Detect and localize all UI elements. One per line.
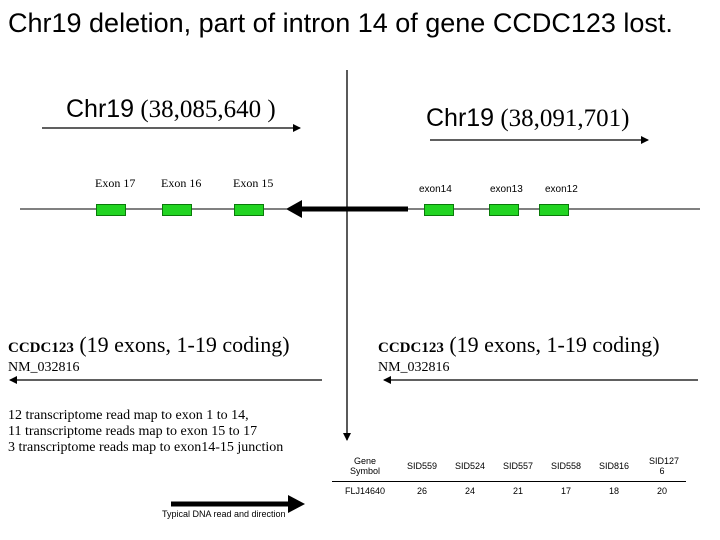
left-gene-accession: NM_032816 bbox=[8, 360, 80, 375]
table-cell: 17 bbox=[560, 486, 571, 496]
right-breakpoint-label: Chr19 (38,091,701) bbox=[426, 104, 630, 133]
left-gene-label: CCDC123 (19 exons, 1-19 coding) bbox=[8, 332, 290, 358]
transcriptome-notes: 12 transcriptome read map to exon 1 to 1… bbox=[8, 408, 283, 456]
table-header-cell: SID558 bbox=[542, 450, 590, 482]
right-gene-accession: NM_032816 bbox=[378, 360, 450, 375]
right-breakpoint-chr: Chr19 bbox=[426, 104, 495, 132]
table-cell: 24 bbox=[464, 486, 475, 496]
right-gene-detail: (19 exons, 1-19 coding) bbox=[449, 332, 660, 357]
table-cell: 20 bbox=[656, 486, 667, 496]
exon-label: exon12 bbox=[545, 184, 578, 195]
legend-caption: Typical DNA read and direction bbox=[162, 509, 286, 519]
exon-box-14 bbox=[424, 204, 454, 216]
table-cell: FLJ14640 bbox=[344, 486, 386, 496]
exon-box-13 bbox=[489, 204, 519, 216]
exon-label: exon14 bbox=[419, 184, 452, 195]
table-cell: 26 bbox=[416, 486, 427, 496]
left-gene-name: CCDC123 bbox=[8, 340, 74, 356]
table-cell: 18 bbox=[608, 486, 619, 496]
table-header-row: Gene Symbol SID559 SID524 SID557 SID558 … bbox=[332, 450, 686, 482]
right-gene-label: CCDC123 (19 exons, 1-19 coding) bbox=[378, 332, 660, 358]
right-breakpoint-coord: (38,091,701) bbox=[500, 105, 630, 132]
sid-table: Gene Symbol SID559 SID524 SID557 SID558 … bbox=[332, 450, 686, 500]
table-header-cell: Gene Symbol bbox=[332, 450, 398, 482]
read-arrow-head bbox=[286, 200, 302, 218]
table-header-cell: SID559 bbox=[398, 450, 446, 482]
note-line: 12 transcriptome read map to exon 1 to 1… bbox=[8, 408, 249, 423]
exon-box-17 bbox=[96, 204, 126, 216]
exon-box-15 bbox=[234, 204, 264, 216]
exon-label: exon13 bbox=[490, 184, 523, 195]
slide-title: Chr19 deletion, part of intron 14 of gen… bbox=[8, 8, 673, 38]
exon-box-16 bbox=[162, 204, 192, 216]
left-breakpoint-chr: Chr19 bbox=[66, 95, 135, 123]
table-row: FLJ14640 26 24 21 17 18 20 bbox=[332, 482, 686, 501]
left-gene-detail: (19 exons, 1-19 coding) bbox=[79, 332, 290, 357]
table-header-cell: SID127 6 bbox=[638, 450, 686, 482]
exon-label: Exon 17 bbox=[95, 176, 136, 190]
table-header-cell: SID816 bbox=[590, 450, 638, 482]
table-header-cell: SID557 bbox=[494, 450, 542, 482]
left-breakpoint-label: Chr19 (38,085,640 ) bbox=[66, 95, 276, 124]
right-gene-name: CCDC123 bbox=[378, 340, 444, 356]
exon-box-12 bbox=[539, 204, 569, 216]
table-header-cell: SID524 bbox=[446, 450, 494, 482]
exon-label: Exon 16 bbox=[161, 176, 202, 190]
legend-arrow-head bbox=[288, 495, 305, 513]
note-line: 11 transcriptome reads map to exon 15 to… bbox=[8, 424, 258, 439]
table-cell: 21 bbox=[512, 486, 523, 496]
left-breakpoint-coord: (38,085,640 ) bbox=[140, 96, 276, 123]
note-line: 3 transcriptome reads map to exon14-15 j… bbox=[8, 440, 284, 455]
exon-label: Exon 15 bbox=[233, 176, 274, 190]
